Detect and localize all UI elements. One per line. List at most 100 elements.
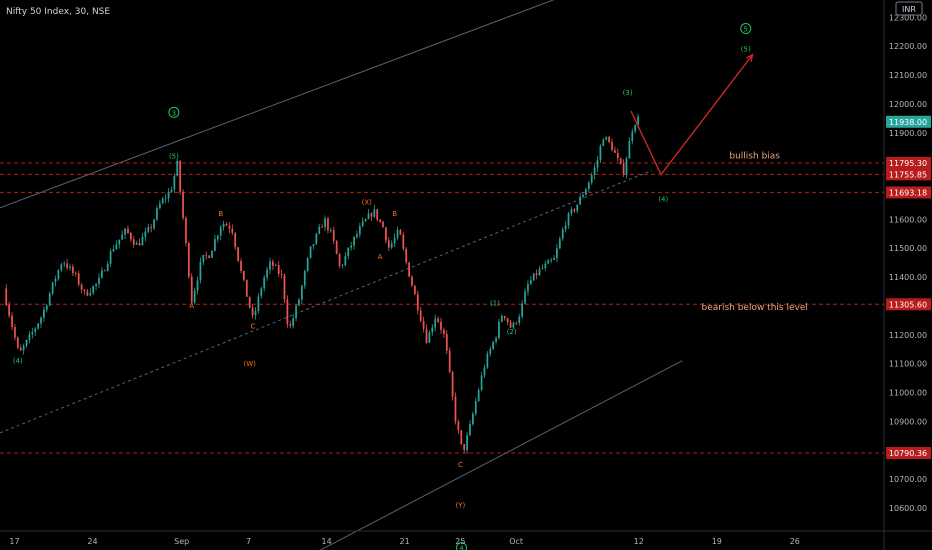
candle-body <box>28 334 31 340</box>
level-price-label: 10790.36 <box>889 449 927 458</box>
candle-body <box>147 227 150 232</box>
candle-body <box>353 236 355 246</box>
candle-body <box>240 260 242 271</box>
currency-badge[interactable] <box>895 1 923 16</box>
candle-body <box>428 332 431 343</box>
candle-body <box>251 307 254 316</box>
candle-body <box>416 294 419 311</box>
candle-body <box>54 278 57 283</box>
candle-body <box>315 233 318 245</box>
candle-body <box>115 244 118 250</box>
wave-circle <box>740 23 752 35</box>
candle-body <box>187 243 190 277</box>
candle-body <box>495 337 497 342</box>
horizontal-levels <box>0 162 884 454</box>
candle-body <box>402 234 405 249</box>
candle-body <box>541 268 544 269</box>
candle-body <box>269 261 271 270</box>
candle-body <box>605 136 608 140</box>
candle-body <box>460 430 463 444</box>
wave-label: B <box>218 210 223 218</box>
candle-body <box>298 299 300 306</box>
candle-body <box>31 332 34 335</box>
candle-body <box>599 145 602 160</box>
candle-body <box>634 125 637 132</box>
candle-body <box>170 189 173 192</box>
wave-label: (W) <box>244 360 257 368</box>
candle-body <box>77 273 80 285</box>
candle-body <box>457 421 460 431</box>
level-price-label-bg <box>886 156 931 169</box>
candle-body <box>306 257 309 272</box>
level-price-label: 11305.60 <box>889 300 927 309</box>
candle-body <box>289 324 292 326</box>
candle-body <box>234 232 237 248</box>
candle-body <box>83 289 86 291</box>
y-tick-label: 12100.00 <box>889 71 927 80</box>
candle-body <box>150 227 153 229</box>
candle-body <box>260 288 263 297</box>
candle-body <box>324 218 326 228</box>
candle-body <box>22 345 25 351</box>
candle-body <box>80 284 83 290</box>
candle-body <box>211 250 213 259</box>
candle-body <box>309 246 312 258</box>
candle-body <box>199 261 202 281</box>
candle-body <box>498 321 500 338</box>
candle-body <box>570 209 573 214</box>
candle-body <box>14 326 16 338</box>
wave-labels: (4) 3 (5) A B C (W) (X) A B C (Y) 4 (1) (2) (3) (4) (5) 5 <box>13 23 752 550</box>
candle-body <box>477 389 480 401</box>
wave-label: (4) <box>658 195 668 203</box>
candle-body <box>631 131 634 141</box>
x-tick-label: Sep <box>174 537 189 546</box>
candle-body <box>272 261 274 266</box>
candle-body <box>106 263 109 271</box>
candle-body <box>321 226 324 228</box>
candle-body <box>280 273 283 275</box>
wave-circle <box>168 106 180 118</box>
channel-line <box>0 0 555 209</box>
candle-body <box>164 198 167 200</box>
candle-body <box>57 269 60 279</box>
candle-body <box>503 315 506 319</box>
candle-body <box>608 136 610 143</box>
candle-body <box>350 245 353 248</box>
candle-body <box>527 283 529 292</box>
candle-body <box>509 322 512 328</box>
candle-body <box>408 262 410 277</box>
candle-body <box>506 318 509 323</box>
candle-body <box>544 263 547 269</box>
candle-body <box>8 304 11 316</box>
candle-body <box>132 239 135 245</box>
candle-body <box>338 253 341 266</box>
candle-body <box>431 327 434 333</box>
candle-body <box>425 328 428 343</box>
candle-body <box>135 242 138 245</box>
candle-body <box>587 182 590 190</box>
candle-body <box>529 280 532 284</box>
candle-body <box>118 239 121 245</box>
candle-body <box>25 339 28 346</box>
candle-body <box>69 266 71 268</box>
x-axis[interactable]: 17 24 Sep 7 14 21 25 Oct 12 19 26 <box>9 537 800 546</box>
candle-body <box>472 413 474 425</box>
candle-body <box>390 243 393 248</box>
x-tick-label: 25 <box>455 537 465 546</box>
candle-body <box>469 424 471 436</box>
candle-body <box>312 244 315 247</box>
y-tick-label: 11600.00 <box>889 215 927 224</box>
candle-body <box>515 322 518 324</box>
candle-body <box>182 191 184 218</box>
y-tick-label: 10600.00 <box>889 504 927 513</box>
candle-body <box>573 209 576 211</box>
candle-body <box>585 189 587 195</box>
wave-label: (Y) <box>456 501 466 509</box>
candle-body <box>553 258 555 260</box>
candle-body <box>158 203 161 209</box>
candle-body <box>556 248 558 259</box>
candle-body <box>156 208 158 220</box>
candle-body <box>208 255 210 259</box>
